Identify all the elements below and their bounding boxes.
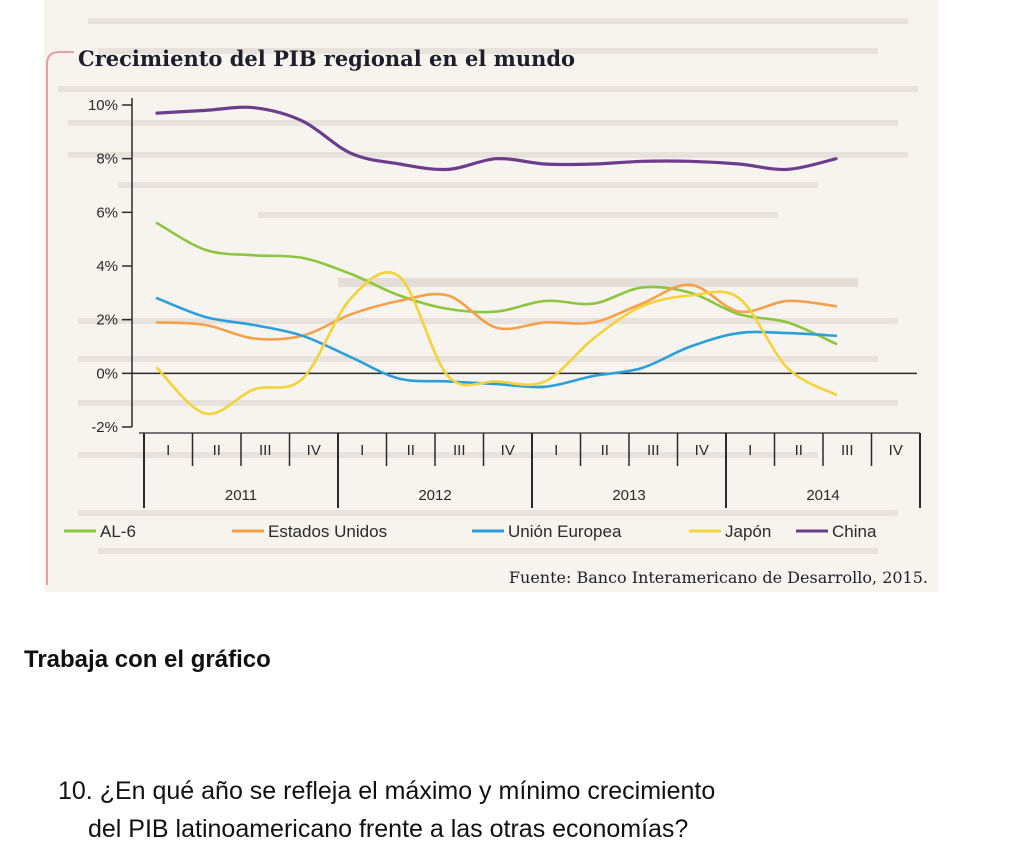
y-tick-label: 0% bbox=[96, 365, 118, 382]
y-tick-label: -2% bbox=[91, 419, 118, 436]
year-label: 2012 bbox=[418, 487, 451, 504]
quarter-label: III bbox=[647, 442, 660, 459]
chart-title: Crecimiento del PIB regional en el mundo bbox=[78, 46, 575, 71]
question-line-2: del PIB latinoamericano frente a las otr… bbox=[88, 815, 689, 843]
y-tick-label: 4% bbox=[96, 258, 118, 275]
legend-label-union-europea: Unión Europea bbox=[508, 522, 622, 541]
legend-label-japon: Japón bbox=[725, 522, 771, 541]
quarter-label: III bbox=[841, 442, 854, 459]
quarter-label: II bbox=[407, 442, 415, 459]
y-tick-label: 10% bbox=[88, 97, 118, 114]
y-axis: 10% 8% 6% 4% 2% 0% -2% bbox=[88, 97, 133, 436]
y-tick-label: 6% bbox=[96, 204, 118, 221]
textbook-page-scan: Crecimiento del PIB regional en el mundo… bbox=[44, 0, 938, 592]
series-line-union-europea bbox=[155, 296, 838, 389]
series-line-japon bbox=[155, 270, 838, 416]
quarter-label: IV bbox=[889, 442, 903, 459]
exercise-question: 10. ¿En qué año se refleja el máximo y m… bbox=[58, 772, 988, 848]
series-lines bbox=[155, 105, 838, 416]
legend-label-estados-unidos: Estados Unidos bbox=[268, 522, 387, 541]
quarter-label: II bbox=[795, 442, 803, 459]
legend-label-china: China bbox=[832, 522, 877, 541]
y-tick-label: 2% bbox=[96, 312, 118, 329]
exercise-heading: Trabaja con el gráfico bbox=[24, 646, 271, 673]
page-margin-rule bbox=[46, 51, 74, 585]
quarter-label: IV bbox=[501, 442, 515, 459]
quarter-label: I bbox=[166, 442, 170, 459]
year-label: 2011 bbox=[225, 487, 257, 504]
quarter-label: III bbox=[453, 442, 466, 459]
y-tick-label: 8% bbox=[96, 151, 118, 168]
year-label: 2013 bbox=[612, 487, 645, 504]
quarter-label: I bbox=[748, 442, 752, 459]
quarter-label: I bbox=[554, 442, 558, 459]
show-through-texture bbox=[58, 18, 918, 554]
quarter-label: III bbox=[259, 442, 272, 459]
question-line-1: 10. ¿En qué año se refleja el máximo y m… bbox=[58, 777, 716, 805]
quarter-label: IV bbox=[307, 442, 321, 459]
year-label: 2014 bbox=[806, 487, 839, 504]
legend: AL-6 Estados Unidos Unión Europea Japón Chin… bbox=[64, 522, 877, 541]
series-line-china bbox=[155, 105, 838, 172]
series-line-al-6 bbox=[155, 221, 838, 346]
gdp-growth-chart: Crecimiento del PIB regional en el mundo… bbox=[46, 46, 928, 587]
chart-source: Fuente: Banco Interamericano de Desarrol… bbox=[509, 568, 928, 587]
quarter-label: II bbox=[601, 442, 609, 459]
quarter-label: IV bbox=[695, 442, 709, 459]
quarter-label: II bbox=[213, 442, 221, 459]
series-line-estados-unidos bbox=[155, 283, 838, 341]
quarter-label: I bbox=[360, 442, 364, 459]
legend-label-al-6: AL-6 bbox=[100, 522, 136, 541]
